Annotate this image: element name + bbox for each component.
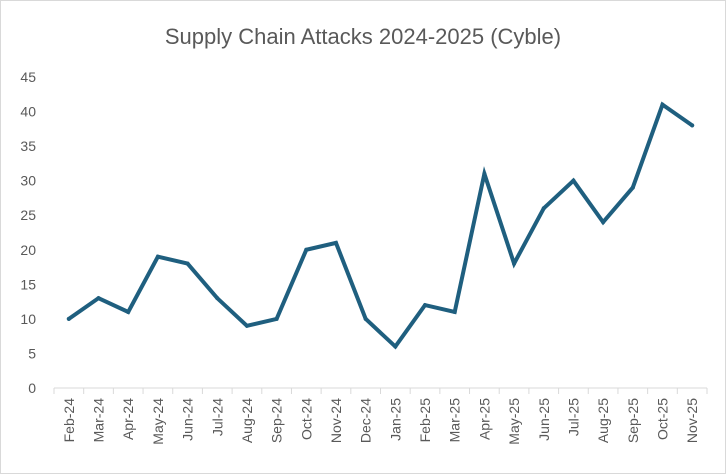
x-tick-label: Jun-25 [536,398,552,441]
data-point [393,344,398,349]
y-tick-label: 5 [28,345,36,361]
y-tick-label: 45 [20,69,36,85]
x-tick-label: Aug-24 [239,398,255,443]
y-tick-label: 10 [20,311,36,327]
data-point [690,123,695,128]
x-tick-label: Feb-25 [417,398,433,443]
data-point [512,261,517,266]
data-point [304,247,309,252]
x-tick-label: Apr-25 [476,398,492,440]
data-point [185,261,190,266]
y-tick-label: 40 [20,104,36,120]
y-tick-label: 20 [20,242,36,258]
data-point [571,178,576,183]
data-point [363,316,368,321]
x-tick-label: Oct-25 [654,398,670,440]
x-tick-label: Jul-24 [209,398,225,436]
data-point [244,323,249,328]
x-tick-label: Apr-24 [120,398,136,440]
x-tick-label: Oct-24 [298,398,314,440]
x-tick-label: Jun-24 [180,398,196,441]
y-tick-label: 25 [20,207,36,223]
data-point [333,240,338,245]
data-point [452,309,457,314]
data-point [215,296,220,301]
data-point [96,296,101,301]
data-point [482,171,487,176]
y-tick-label: 30 [20,173,36,189]
x-tick-label: May-24 [150,398,166,445]
x-tick-label: Dec-24 [358,398,374,443]
x-tick-label: Nov-24 [328,398,344,443]
data-point [601,220,606,225]
x-tick-label: Aug-25 [595,398,611,443]
chart-title: Supply Chain Attacks 2024-2025 (Cyble) [164,24,562,49]
x-tick-label: Jul-25 [565,398,581,436]
y-tick-label: 35 [20,138,36,154]
data-point [274,316,279,321]
data-point [66,316,71,321]
x-tick-label: Mar-25 [447,398,463,443]
y-tick-label: 15 [20,276,36,292]
data-point [660,102,665,107]
data-point [155,254,160,259]
x-tick-label: Mar-24 [91,398,107,443]
data-point [541,206,546,211]
data-point [630,185,635,190]
data-point [126,309,131,314]
data-point [423,303,428,308]
x-tick-label: Feb-24 [61,398,77,443]
series-line [66,101,695,350]
x-tick-label: May-25 [506,398,522,445]
x-tick-label: Sep-24 [269,398,285,443]
x-tick-label: Nov-25 [684,398,700,443]
x-tick-label: Jan-25 [387,398,403,441]
x-tick-label: Sep-25 [625,398,641,443]
y-tick-label: 0 [28,380,36,396]
